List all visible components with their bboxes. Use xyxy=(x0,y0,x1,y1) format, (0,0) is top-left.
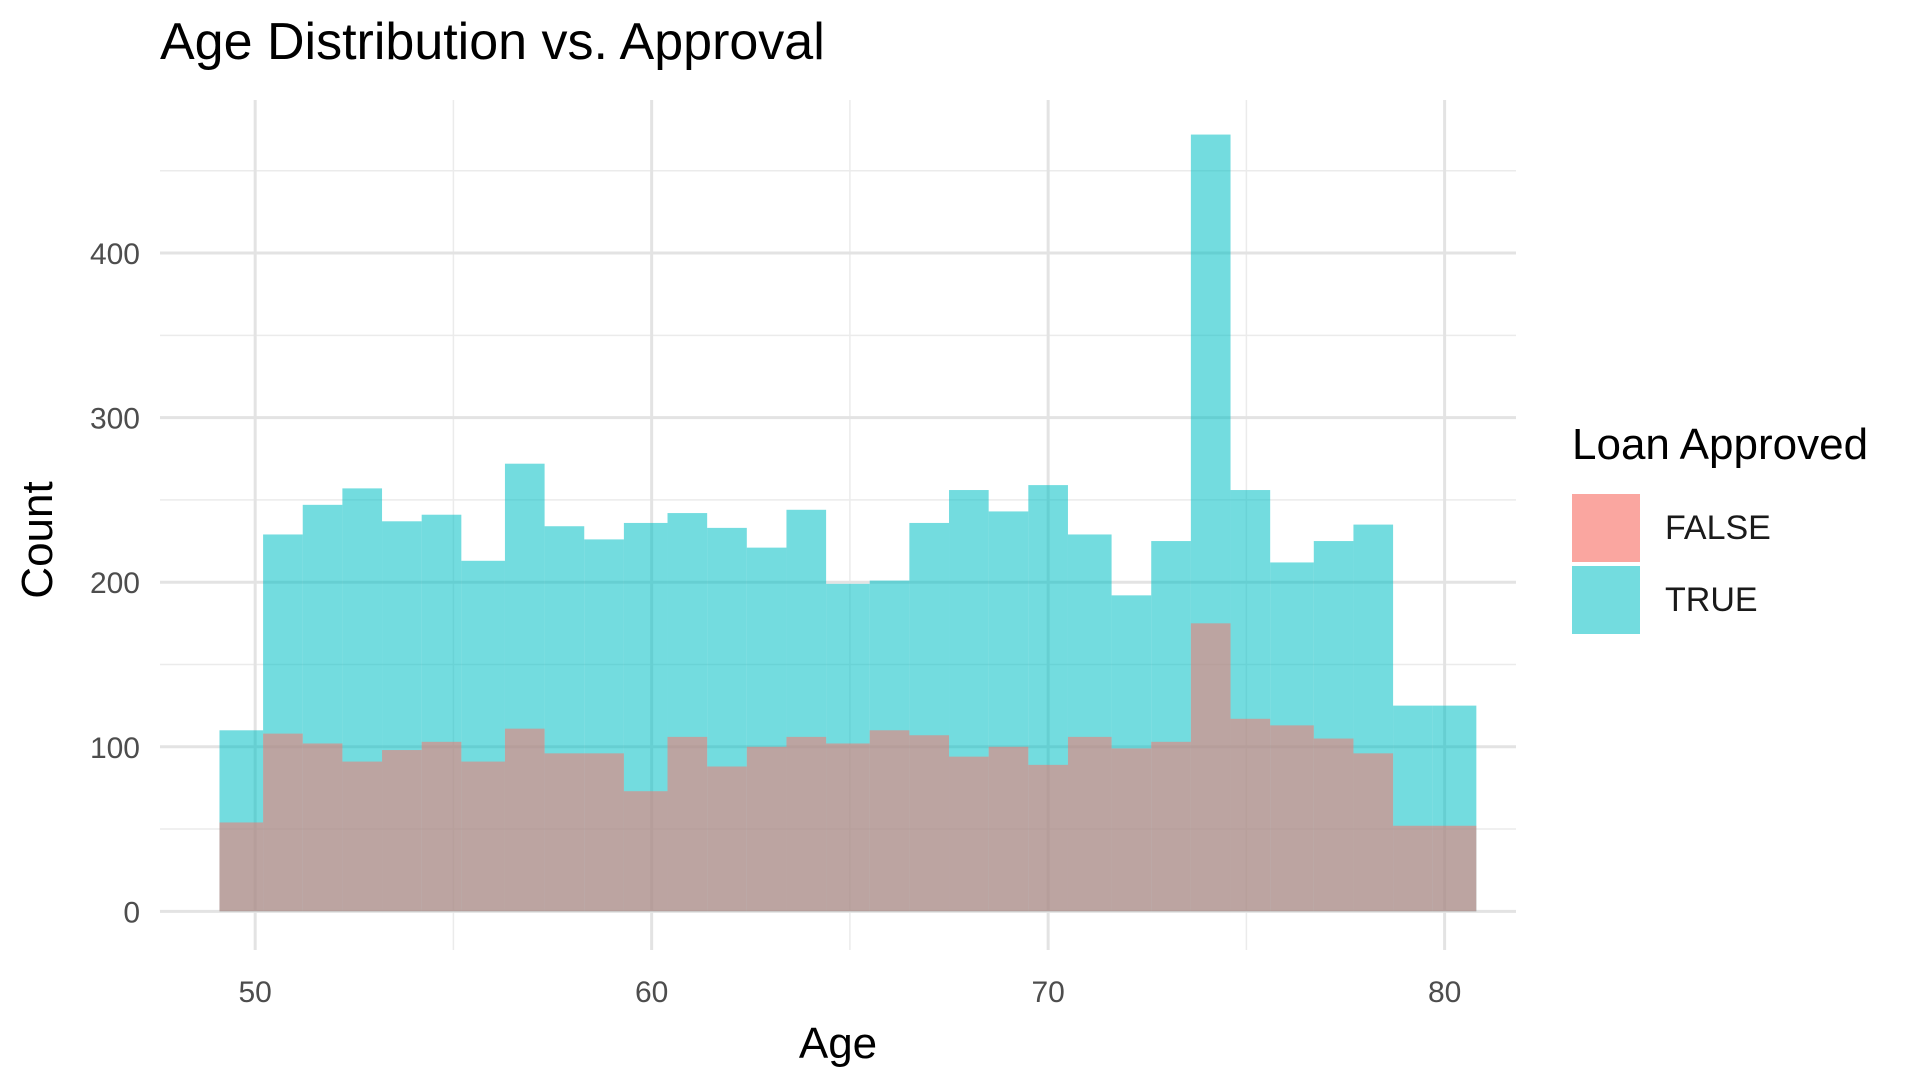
histogram-bar-false xyxy=(707,766,747,912)
histogram-bar-false xyxy=(219,822,264,912)
histogram-bar-false xyxy=(1028,764,1068,912)
histogram-bar-false xyxy=(1353,753,1394,912)
y-axis-label: Count xyxy=(13,481,62,598)
histogram-bar-false xyxy=(786,736,827,912)
histogram-bar-false xyxy=(1270,725,1314,912)
histogram-bar-false xyxy=(1432,825,1477,912)
y-tick-label: 0 xyxy=(123,896,140,929)
histogram-bar-false xyxy=(869,730,910,912)
histogram-bar-false xyxy=(988,746,1029,912)
histogram-bar-false xyxy=(544,753,585,912)
false-series-bars xyxy=(219,623,1477,912)
legend-swatch-false xyxy=(1572,494,1640,562)
y-tick-label: 400 xyxy=(90,238,140,271)
legend: Loan Approved FALSE TRUE xyxy=(1572,420,1868,636)
x-axis-tick-labels: 50 60 70 80 xyxy=(238,976,1461,1009)
histogram-bar-false xyxy=(1313,738,1354,912)
histogram-bar-false xyxy=(623,791,668,912)
x-tick-label: 60 xyxy=(635,976,668,1009)
x-tick-label: 80 xyxy=(1428,976,1461,1009)
legend-item-false: FALSE xyxy=(1572,492,1868,564)
chart-title: Age Distribution vs. Approval xyxy=(160,13,825,71)
histogram-bar-false xyxy=(1151,741,1191,912)
legend-title: Loan Approved xyxy=(1572,420,1869,469)
legend-item-true: TRUE xyxy=(1572,564,1868,636)
histogram-bar-false xyxy=(504,728,545,912)
histogram-bar-false xyxy=(584,753,624,912)
histogram-bar-false xyxy=(909,735,950,912)
x-tick-label: 70 xyxy=(1031,976,1064,1009)
histogram-bar-false xyxy=(949,756,989,912)
x-axis-label: Age xyxy=(799,1019,877,1068)
y-axis-tick-labels: 0 100 200 300 400 xyxy=(90,238,140,929)
histogram-bar-false xyxy=(826,743,870,912)
histogram-bar-false xyxy=(1230,718,1271,912)
legend-swatch-true xyxy=(1572,566,1640,634)
histogram-bar-false xyxy=(1067,736,1112,912)
y-tick-label: 200 xyxy=(90,567,140,600)
histogram-bar-false xyxy=(667,736,708,912)
histogram-bar-false xyxy=(263,733,303,912)
histogram-bar-false xyxy=(1190,623,1231,912)
legend-label-true: TRUE xyxy=(1665,580,1758,619)
histogram-bar-false xyxy=(421,741,462,912)
histogram-bar-false xyxy=(1393,825,1433,912)
histogram-bar-false xyxy=(302,743,343,912)
y-tick-label: 300 xyxy=(90,403,140,436)
histogram-bar-false xyxy=(382,750,422,912)
y-tick-label: 100 xyxy=(90,732,140,765)
histogram-bar-false xyxy=(746,746,787,912)
legend-label-false: FALSE xyxy=(1665,508,1771,547)
histogram-bar-false xyxy=(461,761,505,912)
histogram-bar-false xyxy=(342,761,383,912)
x-tick-label: 50 xyxy=(238,976,271,1009)
histogram-bar-false xyxy=(1111,748,1152,912)
